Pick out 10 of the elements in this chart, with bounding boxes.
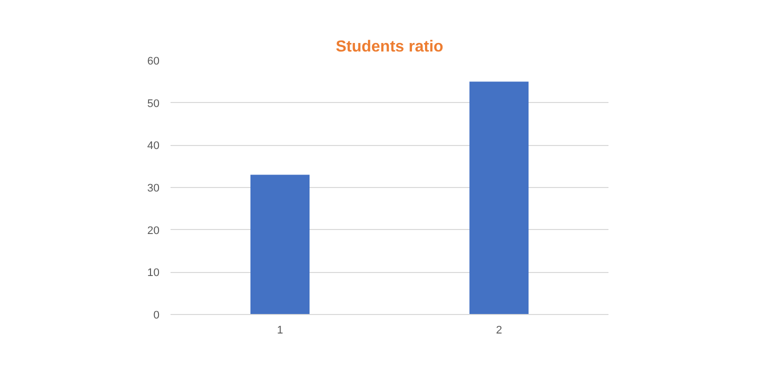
y-tick-label: 0 <box>153 310 160 322</box>
y-tick-label: 10 <box>147 267 160 280</box>
y-tick-label: 20 <box>147 224 160 237</box>
x-tick-label: 1 <box>276 324 284 336</box>
y-tick-label: 60 <box>147 56 160 68</box>
y-tick-label: 40 <box>147 140 160 152</box>
y-tick-label: 50 <box>147 98 160 110</box>
y-tick-label: 30 <box>147 182 160 194</box>
x-tick-label: 2 <box>496 324 502 336</box>
chart-title: Students ratio <box>336 38 444 56</box>
